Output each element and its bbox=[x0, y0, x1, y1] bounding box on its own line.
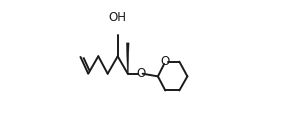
Text: O: O bbox=[161, 55, 170, 68]
Text: OH: OH bbox=[109, 11, 127, 24]
Polygon shape bbox=[127, 43, 129, 74]
Text: O: O bbox=[137, 67, 146, 80]
